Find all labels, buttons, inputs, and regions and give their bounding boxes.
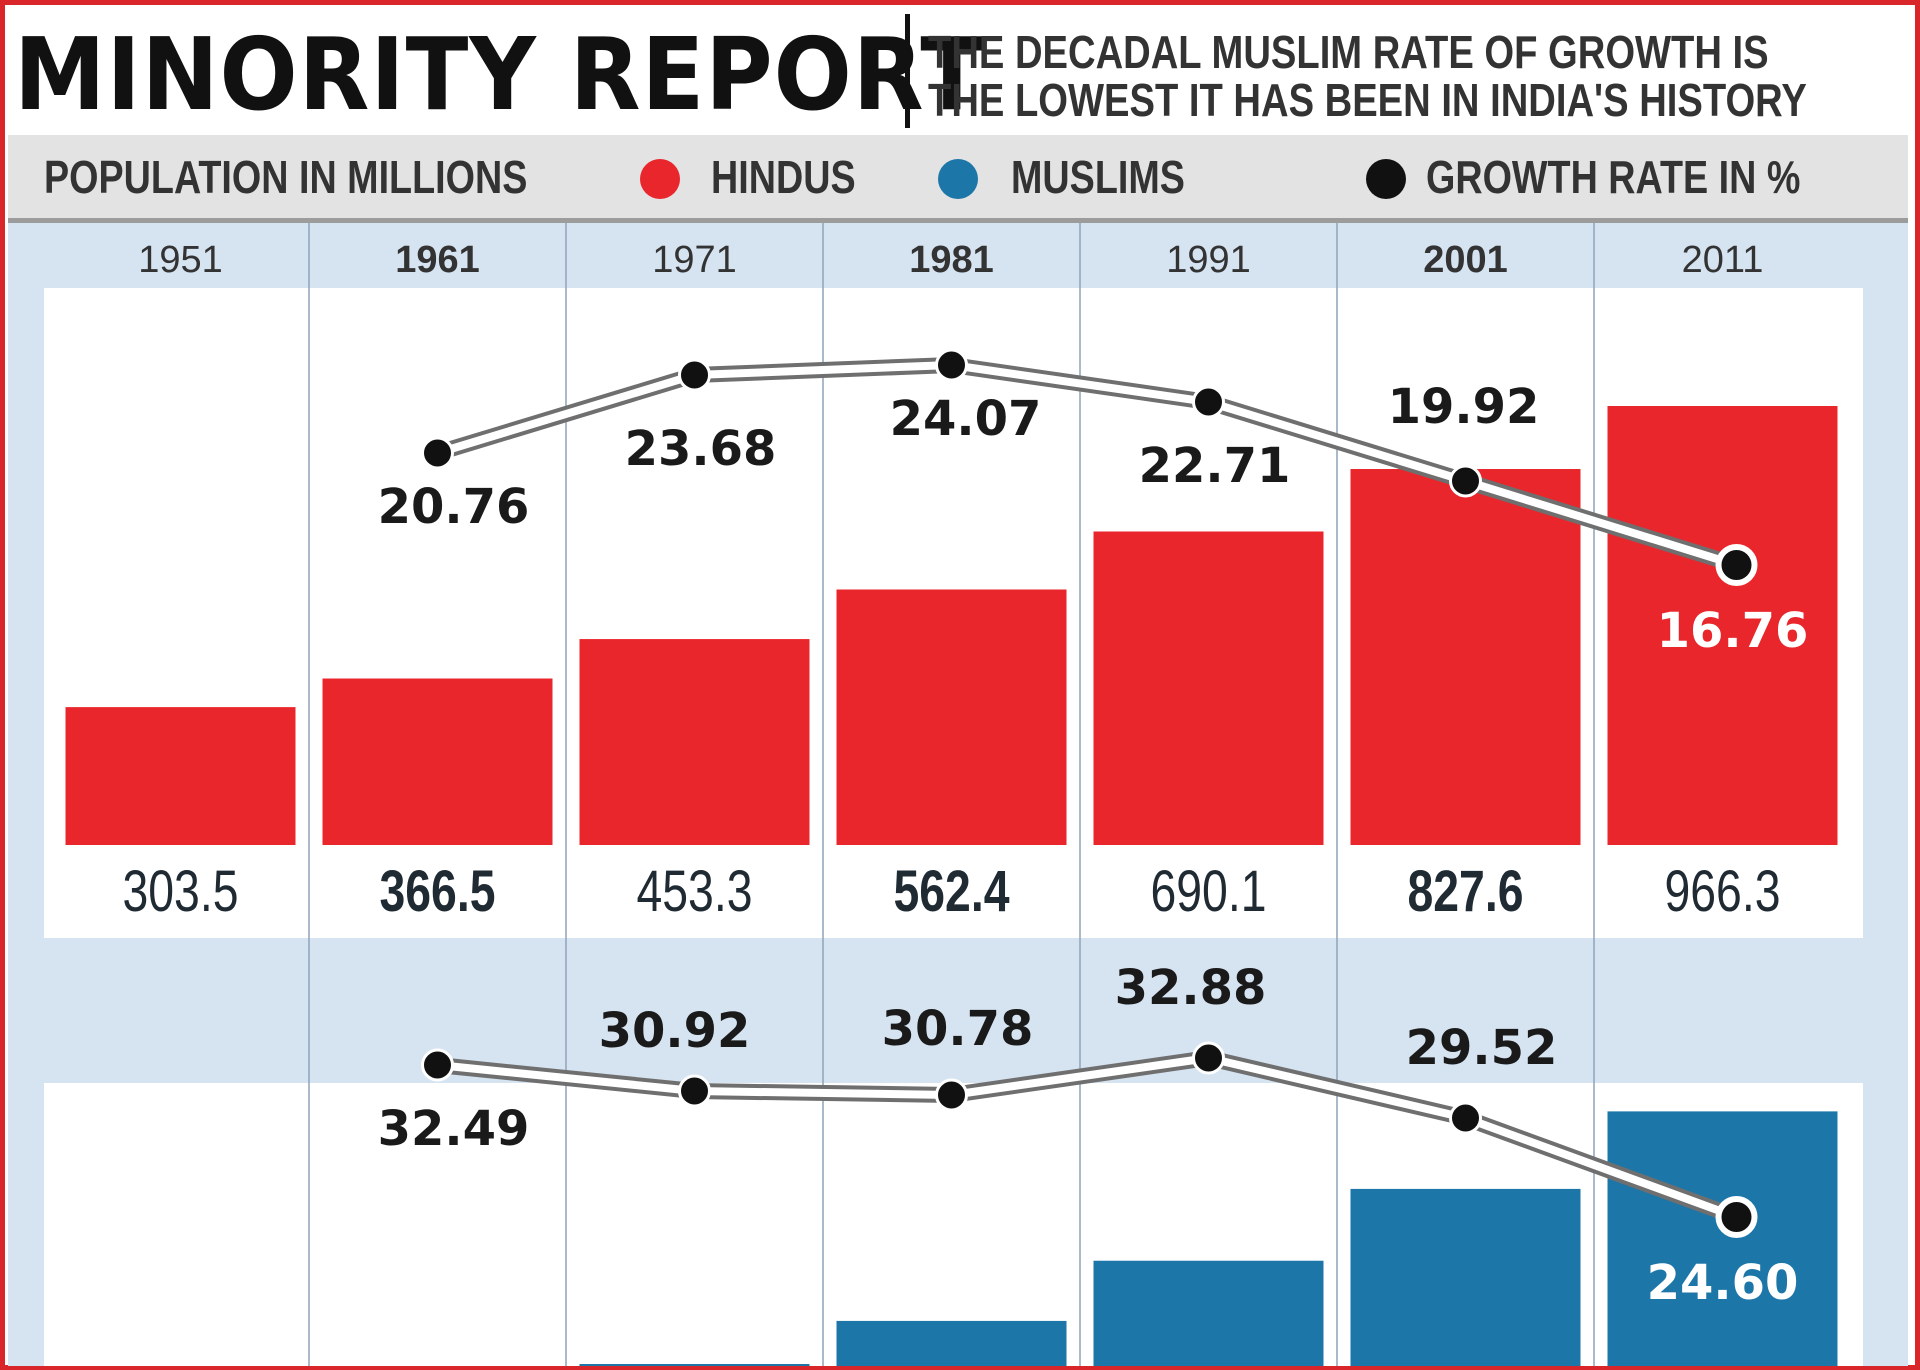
legend-muslims-label: MUSLIMS [1011,151,1185,203]
muslims-growth-point-1961 [421,1048,454,1082]
hindus-growth-point-1961 [421,436,454,470]
muslims-growth-label-1991: 32.88 [1115,960,1267,1016]
hindus-bar-1961 [322,678,553,845]
hindus-value-label-1951: 303.5 [123,859,239,924]
muslims-growth-label-2001: 29.52 [1406,1020,1558,1076]
year-label-2001: 2001 [1423,239,1508,281]
muslims-growth-label-1961: 32.49 [378,1101,530,1157]
muslims-legend-dot [938,159,978,199]
muslims-growth-point-1991 [1192,1041,1225,1075]
chart-area: 1951 1961 1971 1981 1991 2001 2011 303.5 366.5 45… [8,223,1908,1366]
hindus-value-label-2011: 966.3 [1665,859,1781,924]
muslims-growth-label-1981: 30.78 [882,1001,1034,1057]
muslims-growth-label-2011: 24.60 [1647,1255,1799,1311]
subtitle-line-1: THE DECADAL MUSLIM RATE OF GROWTH IS [928,26,1769,78]
subtitle-line-2: THE LOWEST IT HAS BEEN IN INDIA'S HISTOR… [928,74,1807,126]
legend-hindus-label: HINDUS [711,151,856,203]
hindus-growth-label-2001: 19.92 [1388,379,1540,435]
hindus-value-label-2001: 827.6 [1408,859,1524,924]
hindus-bar-1951 [65,707,296,845]
muslims-bar-2001 [1350,1188,1581,1366]
hindus-value-band [44,938,1863,1023]
hindus-growth-point-2001 [1449,464,1482,498]
hindus-value-label-1971: 453.3 [637,859,753,924]
muslims-growth-point-1971 [678,1074,711,1108]
chart-subtitle: THE DECADAL MUSLIM RATE OF GROWTH IS THE… [928,28,1807,124]
year-label-1981: 1981 [909,239,994,281]
title-divider [905,14,910,128]
muslims-bar-1971 [579,1364,810,1366]
hindus-growth-label-1991: 22.71 [1139,438,1291,494]
hindus-growth-point-1991 [1192,385,1225,419]
chart-title: MINORITY REPORT [14,16,985,133]
hindus-bar-1971 [579,639,810,845]
hindus-legend-dot [640,159,680,199]
hindus-bar-2001 [1350,469,1581,845]
hindus-growth-point-1981 [935,348,968,382]
hindus-value-label-1961: 366.5 [380,859,496,924]
hindus-value-label-1991: 690.1 [1151,859,1267,924]
legend-growth-label: GROWTH RATE IN % [1426,151,1801,203]
muslims-bar-1991 [1093,1260,1324,1366]
legend: POPULATION IN MILLIONS HINDUS MUSLIMS GR… [8,135,1908,223]
legend-population-label: POPULATION IN MILLIONS [44,151,528,203]
year-label-1961: 1961 [395,239,480,281]
hindus-growth-label-1961: 20.76 [378,479,530,535]
muslims-growth-point-2001 [1449,1101,1482,1135]
muslims-bar-1981 [836,1320,1067,1366]
muslims-growth-label-1971: 30.92 [599,1003,751,1059]
chart-svg: 1951 1961 1971 1981 1991 2001 2011 303.5 366.5 45… [44,223,1863,1366]
year-label-1971: 1971 [652,239,737,281]
year-label-2011: 2011 [1682,239,1764,281]
muslims-growth-point-2011 [1715,1196,1758,1238]
muslims-growth-line [433,1054,1741,1221]
year-label-1951: 1951 [138,239,223,281]
hindus-growth-point-2011 [1715,544,1758,586]
hindus-growth-label-1981: 24.07 [890,391,1042,447]
hindus-bar-2011 [1607,406,1838,845]
year-label-1991: 1991 [1166,239,1251,281]
muslims-growth-point-1981 [935,1078,968,1112]
hindus-growth-label-1971: 23.68 [625,421,777,477]
hindus-value-label-1981: 562.4 [894,859,1010,924]
hindus-growth-label-2011: 16.76 [1657,603,1809,659]
hindus-bar-1981 [836,589,1067,845]
growth-legend-dot [1366,159,1406,199]
muslims-bar-2011 [1607,1111,1838,1366]
hindus-bar-1991 [1093,531,1324,845]
hindus-growth-line [433,361,1741,569]
hindus-growth-point-1971 [678,358,711,392]
